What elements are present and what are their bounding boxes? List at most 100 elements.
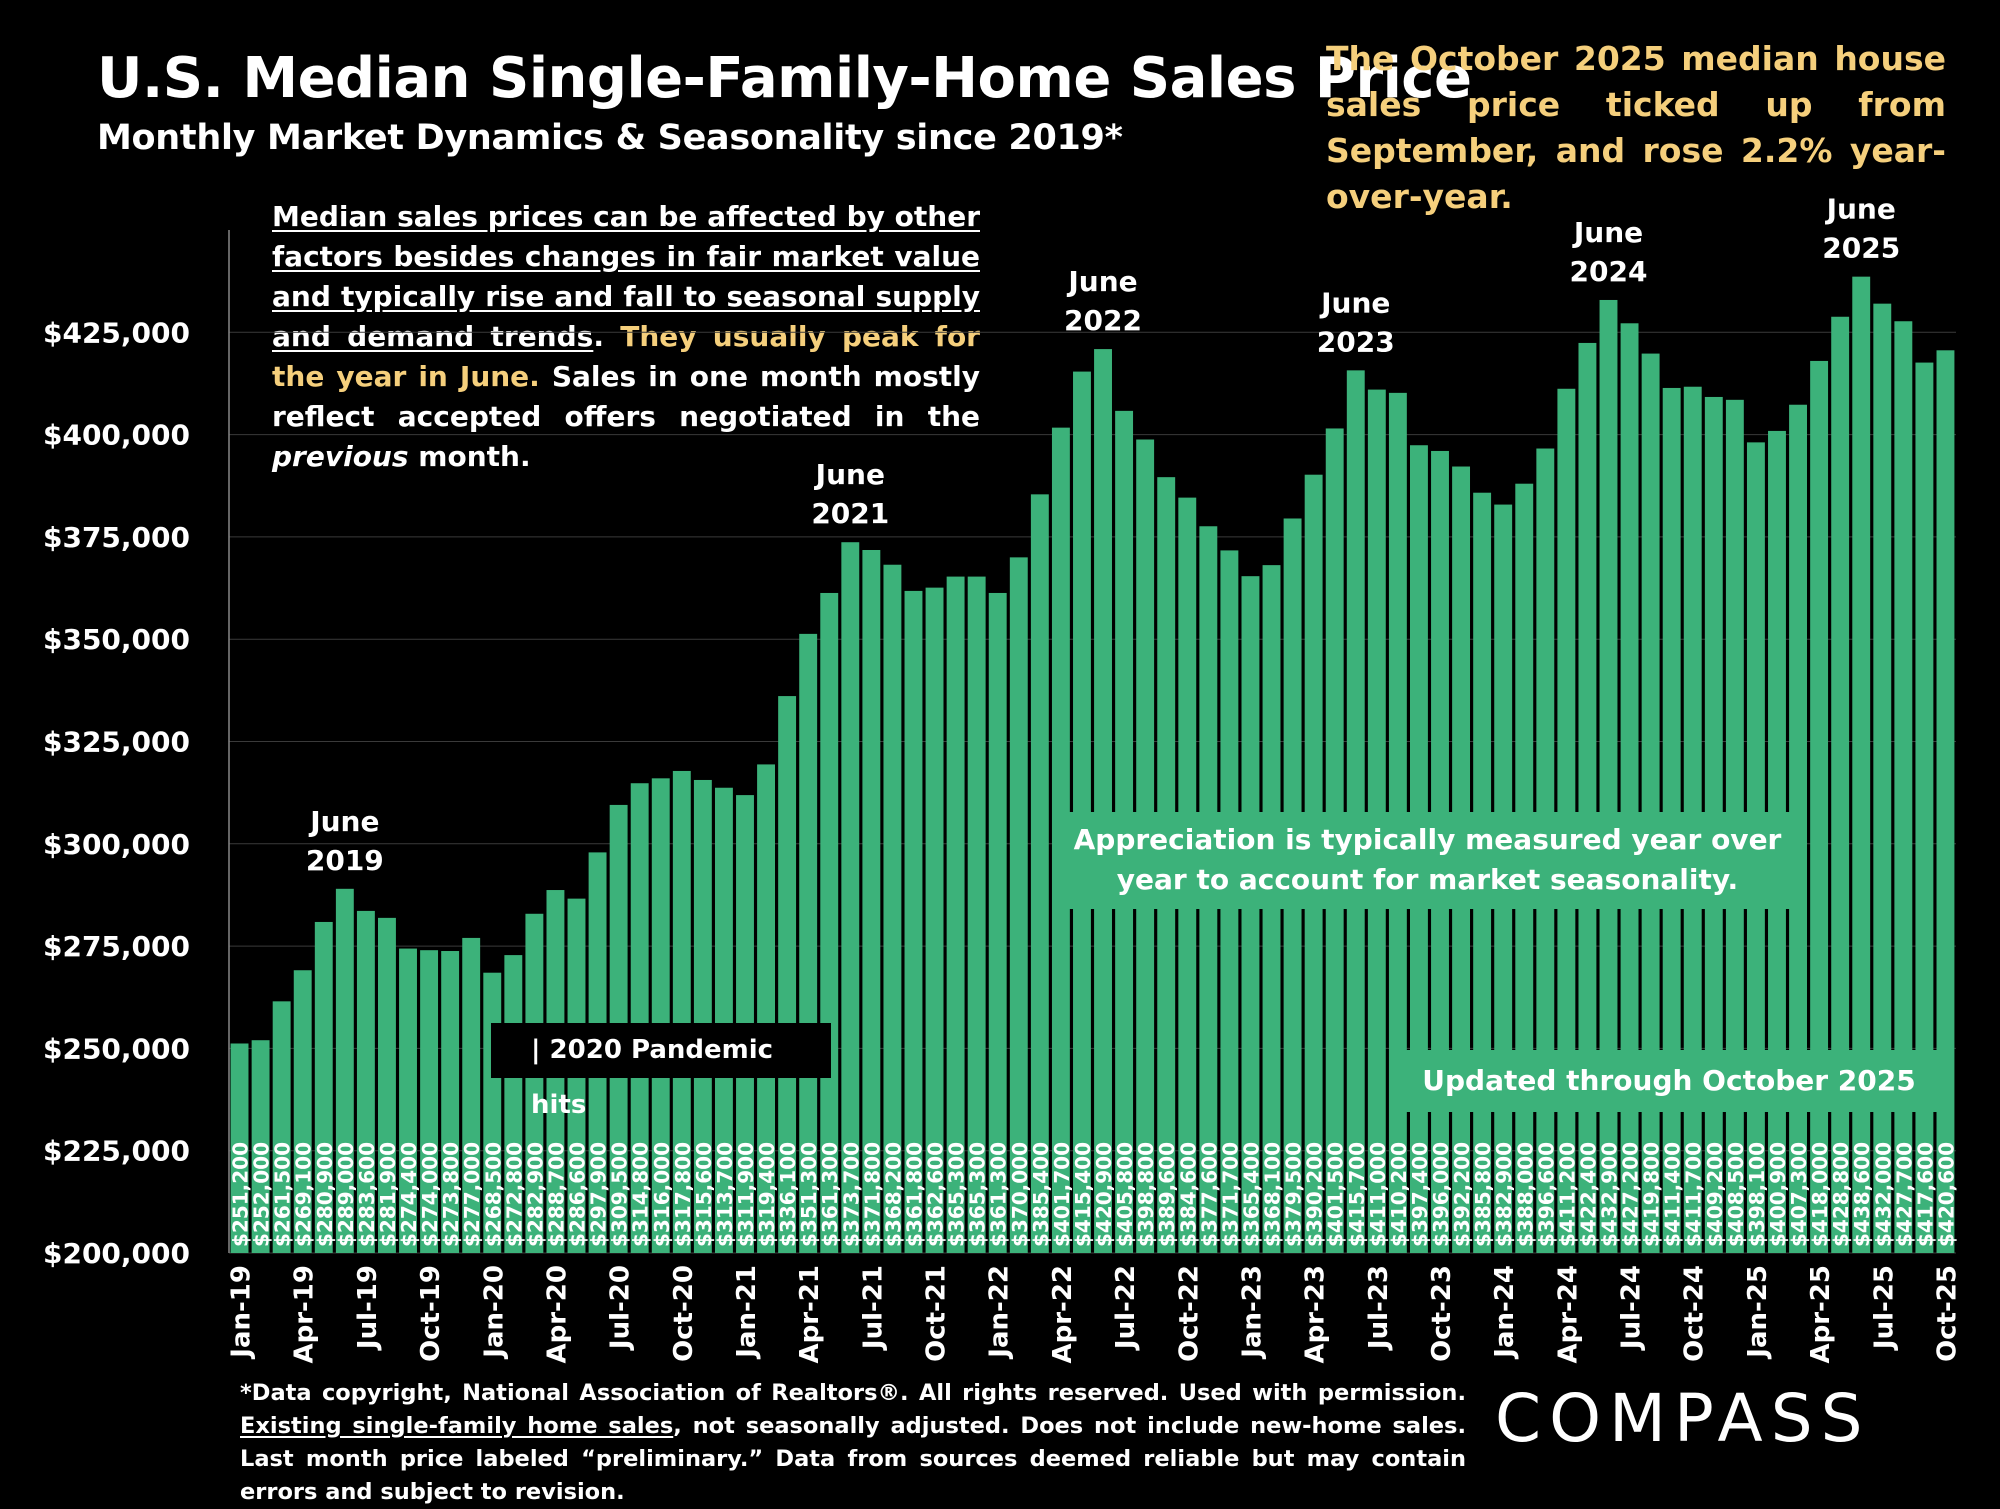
- x-tick-label: Jan-25: [1743, 1265, 1773, 1360]
- bar-value-label: $272,800: [502, 1142, 526, 1247]
- x-tick-label: Apr-23: [1301, 1265, 1331, 1364]
- bar-value-label: $400,900: [1766, 1142, 1790, 1247]
- bar-value-label: $361,300: [818, 1142, 842, 1247]
- y-tick-label: $300,000: [43, 828, 190, 861]
- bar-value-label: $288,700: [544, 1142, 568, 1247]
- chart-title: U.S. Median Single-Family-Home Sales Pri…: [97, 46, 1472, 111]
- bar: [820, 592, 839, 1253]
- bar-value-label: $283,600: [355, 1142, 379, 1247]
- bar-value-label: $313,700: [713, 1142, 737, 1247]
- bar-value-label: $401,700: [1050, 1142, 1074, 1247]
- bar-value-label: $385,800: [1471, 1142, 1495, 1247]
- note-italic: previous: [272, 440, 409, 473]
- bar-value-label: $389,600: [1155, 1142, 1179, 1247]
- bar: [1852, 276, 1871, 1253]
- bar-value-label: $397,400: [1408, 1142, 1432, 1247]
- bar-value-label: $390,200: [1303, 1142, 1327, 1247]
- bar: [778, 696, 797, 1253]
- bar-value-label: $388,000: [1513, 1142, 1537, 1247]
- note-period: .: [593, 320, 604, 353]
- bar: [1789, 404, 1807, 1253]
- bar-value-label: $311,900: [734, 1142, 758, 1247]
- bar: [1241, 576, 1260, 1253]
- x-tick-label: Apr-19: [290, 1265, 320, 1364]
- seasonality-note: Median sales prices can be affected by o…: [272, 197, 980, 477]
- bar-value-label: $384,600: [1176, 1142, 1200, 1247]
- bar-value-label: $392,200: [1450, 1142, 1474, 1247]
- peak-label-month: June: [1572, 216, 1643, 249]
- bar-value-label: $281,900: [376, 1142, 400, 1247]
- x-tick-label: Jan-24: [1490, 1265, 1520, 1360]
- bar: [841, 542, 860, 1253]
- x-tick-label: Jul-23: [1364, 1265, 1394, 1351]
- bar: [441, 951, 460, 1253]
- bar-value-label: $418,000: [1808, 1142, 1832, 1247]
- x-tick-label: Apr-21: [795, 1265, 825, 1364]
- bar-value-label: $432,900: [1597, 1142, 1621, 1247]
- x-tick-label: Jul-19: [353, 1265, 383, 1351]
- bar: [399, 948, 417, 1253]
- bar: [462, 937, 481, 1253]
- x-tick-label: Jan-23: [1237, 1265, 1267, 1360]
- peak-label-year: 2023: [1317, 325, 1395, 358]
- x-tick-label: Oct-19: [416, 1265, 446, 1362]
- x-tick-label: Apr-20: [542, 1265, 572, 1364]
- yoy-callout: The October 2025 median house sales pric…: [1326, 39, 1946, 216]
- bar: [1094, 349, 1112, 1253]
- bar-value-label: $420,600: [1934, 1142, 1958, 1247]
- bar-value-label: $385,400: [1029, 1142, 1053, 1247]
- y-tick-label: $400,000: [43, 419, 190, 452]
- peak-label-month: June: [308, 805, 379, 838]
- compass-logo: COMPASS: [1495, 1380, 1871, 1457]
- bar-value-label: $420,900: [1092, 1142, 1116, 1247]
- bar-value-label: $417,600: [1913, 1142, 1937, 1247]
- y-tick-label: $225,000: [43, 1135, 190, 1168]
- bar-value-label: $368,100: [1261, 1142, 1285, 1247]
- bar: [630, 783, 649, 1253]
- bar-value-label: $319,400: [755, 1142, 779, 1247]
- bar-value-label: $309,500: [608, 1142, 632, 1247]
- bar-value-label: $297,900: [587, 1142, 611, 1247]
- x-tick-label: Apr-22: [1048, 1265, 1078, 1364]
- footnote-text-a: *Data copyright, National Association of…: [240, 1380, 1466, 1406]
- pandemic-label: | 2020 Pandemic hits: [491, 1023, 831, 1120]
- bar: [799, 633, 818, 1253]
- bar: [1030, 494, 1049, 1253]
- bar-value-label: $370,000: [1008, 1142, 1032, 1247]
- bar-value-label: $274,000: [418, 1142, 442, 1247]
- peak-label-month: June: [1066, 265, 1137, 298]
- y-tick-label: $200,000: [43, 1237, 190, 1270]
- x-tick-label: Jul-24: [1617, 1265, 1647, 1351]
- bar-value-label: $377,600: [1197, 1142, 1221, 1247]
- bar: [293, 970, 312, 1253]
- chart-subtitle: Monthly Market Dynamics & Seasonality si…: [97, 118, 1123, 158]
- peak-label-year: 2022: [1064, 304, 1142, 337]
- bar: [1810, 360, 1829, 1254]
- y-tick-label: $350,000: [43, 623, 190, 656]
- appreciation-box: Appreciation is typically measured year …: [1059, 812, 1796, 909]
- bar-value-label: $432,000: [1871, 1142, 1895, 1247]
- bar-value-label: $411,200: [1555, 1142, 1579, 1247]
- bar: [1641, 353, 1660, 1254]
- bar-value-label: $251,200: [229, 1142, 253, 1247]
- bar: [1599, 299, 1618, 1253]
- bar-value-label: $316,000: [650, 1142, 674, 1247]
- x-tick-label: Jul-22: [1111, 1265, 1141, 1351]
- bar: [1894, 321, 1913, 1253]
- bar-value-label: $438,600: [1850, 1142, 1874, 1247]
- bar-value-label: $409,200: [1703, 1142, 1727, 1247]
- x-tick-label: Jan-22: [985, 1265, 1015, 1360]
- bar-value-label: $274,400: [397, 1142, 421, 1247]
- bar: [525, 913, 544, 1253]
- footnote-link[interactable]: Existing single-family home sales: [240, 1413, 674, 1439]
- bar-value-label: $371,800: [860, 1142, 884, 1247]
- note-rest-a: Sales in one month mostly reflect accept…: [272, 360, 980, 433]
- bar-value-label: $396,600: [1534, 1142, 1558, 1247]
- bar: [1009, 557, 1028, 1253]
- bar-value-label: $289,000: [334, 1142, 358, 1247]
- y-tick-label: $250,000: [43, 1032, 190, 1065]
- bar-value-label: $277,000: [460, 1142, 484, 1247]
- bar-value-label: $405,800: [1113, 1142, 1137, 1247]
- bar-value-label: $401,500: [1324, 1142, 1348, 1247]
